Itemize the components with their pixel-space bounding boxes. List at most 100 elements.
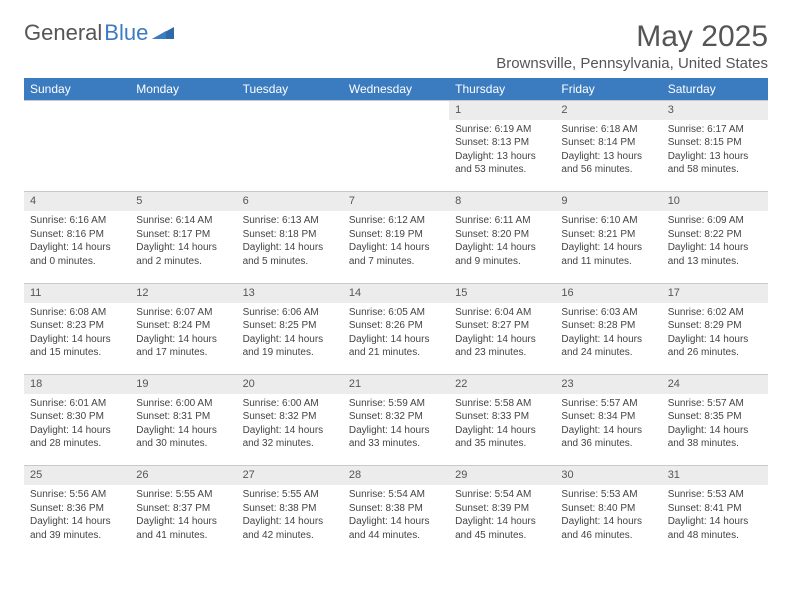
daylight-text: Daylight: 14 hours and 30 minutes. — [136, 424, 230, 451]
day-detail-cell — [237, 120, 343, 192]
day-number-cell: 5 — [130, 192, 236, 211]
sunset-text: Sunset: 8:21 PM — [561, 228, 655, 242]
day-number-cell — [343, 101, 449, 120]
daylight-text: Daylight: 14 hours and 21 minutes. — [349, 333, 443, 360]
day-number-cell: 8 — [449, 192, 555, 211]
weekday-header: Tuesday — [237, 78, 343, 101]
sunrise-text: Sunrise: 5:54 AM — [349, 488, 443, 502]
weekday-header-row: SundayMondayTuesdayWednesdayThursdayFrid… — [24, 78, 768, 101]
sunrise-text: Sunrise: 6:05 AM — [349, 306, 443, 320]
detail-row: Sunrise: 6:01 AMSunset: 8:30 PMDaylight:… — [24, 394, 768, 466]
sunset-text: Sunset: 8:26 PM — [349, 319, 443, 333]
sunset-text: Sunset: 8:25 PM — [243, 319, 337, 333]
daylight-text: Daylight: 14 hours and 5 minutes. — [243, 241, 337, 268]
sunset-text: Sunset: 8:20 PM — [455, 228, 549, 242]
day-number-cell: 19 — [130, 375, 236, 394]
daylight-text: Daylight: 14 hours and 9 minutes. — [455, 241, 549, 268]
day-detail-cell: Sunrise: 5:57 AMSunset: 8:35 PMDaylight:… — [662, 394, 768, 466]
sunrise-text: Sunrise: 6:17 AM — [668, 123, 762, 137]
day-detail-cell: Sunrise: 5:54 AMSunset: 8:39 PMDaylight:… — [449, 485, 555, 557]
brand-general: General — [24, 20, 102, 46]
daylight-text: Daylight: 14 hours and 11 minutes. — [561, 241, 655, 268]
sunrise-text: Sunrise: 5:55 AM — [243, 488, 337, 502]
weekday-header: Friday — [555, 78, 661, 101]
day-number-cell: 13 — [237, 283, 343, 302]
detail-row: Sunrise: 6:08 AMSunset: 8:23 PMDaylight:… — [24, 303, 768, 375]
sunrise-text: Sunrise: 5:53 AM — [668, 488, 762, 502]
sunset-text: Sunset: 8:31 PM — [136, 410, 230, 424]
day-number-cell: 2 — [555, 101, 661, 120]
day-number-cell: 27 — [237, 466, 343, 485]
weekday-header: Thursday — [449, 78, 555, 101]
daylight-text: Daylight: 13 hours and 58 minutes. — [668, 150, 762, 177]
daylight-text: Daylight: 14 hours and 45 minutes. — [455, 515, 549, 542]
sunrise-text: Sunrise: 6:00 AM — [243, 397, 337, 411]
daylight-text: Daylight: 14 hours and 36 minutes. — [561, 424, 655, 451]
day-detail-cell: Sunrise: 6:10 AMSunset: 8:21 PMDaylight:… — [555, 211, 661, 283]
detail-row: Sunrise: 6:19 AMSunset: 8:13 PMDaylight:… — [24, 120, 768, 192]
daylight-text: Daylight: 14 hours and 44 minutes. — [349, 515, 443, 542]
day-detail-cell: Sunrise: 6:05 AMSunset: 8:26 PMDaylight:… — [343, 303, 449, 375]
sunset-text: Sunset: 8:23 PM — [30, 319, 124, 333]
day-detail-cell: Sunrise: 6:07 AMSunset: 8:24 PMDaylight:… — [130, 303, 236, 375]
day-number-cell: 21 — [343, 375, 449, 394]
sunrise-text: Sunrise: 5:57 AM — [668, 397, 762, 411]
flag-icon — [152, 25, 174, 41]
daylight-text: Daylight: 14 hours and 33 minutes. — [349, 424, 443, 451]
daylight-text: Daylight: 13 hours and 53 minutes. — [455, 150, 549, 177]
day-detail-cell: Sunrise: 6:04 AMSunset: 8:27 PMDaylight:… — [449, 303, 555, 375]
daylight-text: Daylight: 14 hours and 17 minutes. — [136, 333, 230, 360]
sunrise-text: Sunrise: 6:02 AM — [668, 306, 762, 320]
sunset-text: Sunset: 8:27 PM — [455, 319, 549, 333]
day-detail-cell: Sunrise: 5:55 AMSunset: 8:38 PMDaylight:… — [237, 485, 343, 557]
daynum-row: 25262728293031 — [24, 466, 768, 485]
sunset-text: Sunset: 8:37 PM — [136, 502, 230, 516]
weekday-header: Wednesday — [343, 78, 449, 101]
sunset-text: Sunset: 8:18 PM — [243, 228, 337, 242]
day-detail-cell: Sunrise: 5:53 AMSunset: 8:40 PMDaylight:… — [555, 485, 661, 557]
sunrise-text: Sunrise: 5:54 AM — [455, 488, 549, 502]
sunrise-text: Sunrise: 6:16 AM — [30, 214, 124, 228]
calendar-table: SundayMondayTuesdayWednesdayThursdayFrid… — [24, 78, 768, 557]
sunset-text: Sunset: 8:19 PM — [349, 228, 443, 242]
sunrise-text: Sunrise: 5:53 AM — [561, 488, 655, 502]
day-number-cell — [237, 101, 343, 120]
daynum-row: 18192021222324 — [24, 375, 768, 394]
sunrise-text: Sunrise: 6:09 AM — [668, 214, 762, 228]
brand-blue: Blue — [104, 20, 148, 46]
location-text: Brownsville, Pennsylvania, United States — [496, 55, 768, 72]
day-detail-cell: Sunrise: 5:56 AMSunset: 8:36 PMDaylight:… — [24, 485, 130, 557]
day-number-cell: 11 — [24, 283, 130, 302]
day-number-cell: 23 — [555, 375, 661, 394]
daynum-row: 123 — [24, 101, 768, 120]
day-detail-cell: Sunrise: 5:58 AMSunset: 8:33 PMDaylight:… — [449, 394, 555, 466]
daylight-text: Daylight: 14 hours and 24 minutes. — [561, 333, 655, 360]
day-detail-cell: Sunrise: 6:14 AMSunset: 8:17 PMDaylight:… — [130, 211, 236, 283]
weekday-header: Saturday — [662, 78, 768, 101]
day-number-cell: 29 — [449, 466, 555, 485]
detail-row: Sunrise: 6:16 AMSunset: 8:16 PM Daylight:… — [24, 211, 768, 283]
sunset-text: Sunset: 8:24 PM — [136, 319, 230, 333]
day-detail-cell: Sunrise: 6:08 AMSunset: 8:23 PMDaylight:… — [24, 303, 130, 375]
daynum-row: 45678910 — [24, 192, 768, 211]
sunset-text: Sunset: 8:14 PM — [561, 136, 655, 150]
daylight-text: Daylight: 14 hours and 35 minutes. — [455, 424, 549, 451]
day-detail-cell: Sunrise: 6:11 AMSunset: 8:20 PMDaylight:… — [449, 211, 555, 283]
day-detail-cell: Sunrise: 6:19 AMSunset: 8:13 PMDaylight:… — [449, 120, 555, 192]
daylight-text: Daylight: 14 hours and 15 minutes. — [30, 333, 124, 360]
sunset-text: Sunset: 8:33 PM — [455, 410, 549, 424]
sunset-text: Sunset: 8:16 PM — [30, 228, 124, 242]
day-number-cell: 4 — [24, 192, 130, 211]
sunrise-text: Sunrise: 6:07 AM — [136, 306, 230, 320]
sunrise-text: Sunrise: 6:18 AM — [561, 123, 655, 137]
sunset-text: Sunset: 8:41 PM — [668, 502, 762, 516]
daylight-text: Daylight: 14 hours and 28 minutes. — [30, 424, 124, 451]
day-detail-cell — [343, 120, 449, 192]
sunrise-text: Sunrise: 6:04 AM — [455, 306, 549, 320]
day-number-cell: 18 — [24, 375, 130, 394]
day-detail-cell: Sunrise: 6:01 AMSunset: 8:30 PMDaylight:… — [24, 394, 130, 466]
sunrise-text: Sunrise: 6:06 AM — [243, 306, 337, 320]
day-detail-cell: Sunrise: 6:17 AMSunset: 8:15 PMDaylight:… — [662, 120, 768, 192]
day-detail-cell: Sunrise: 5:54 AMSunset: 8:38 PMDaylight:… — [343, 485, 449, 557]
sunrise-text: Sunrise: 6:12 AM — [349, 214, 443, 228]
